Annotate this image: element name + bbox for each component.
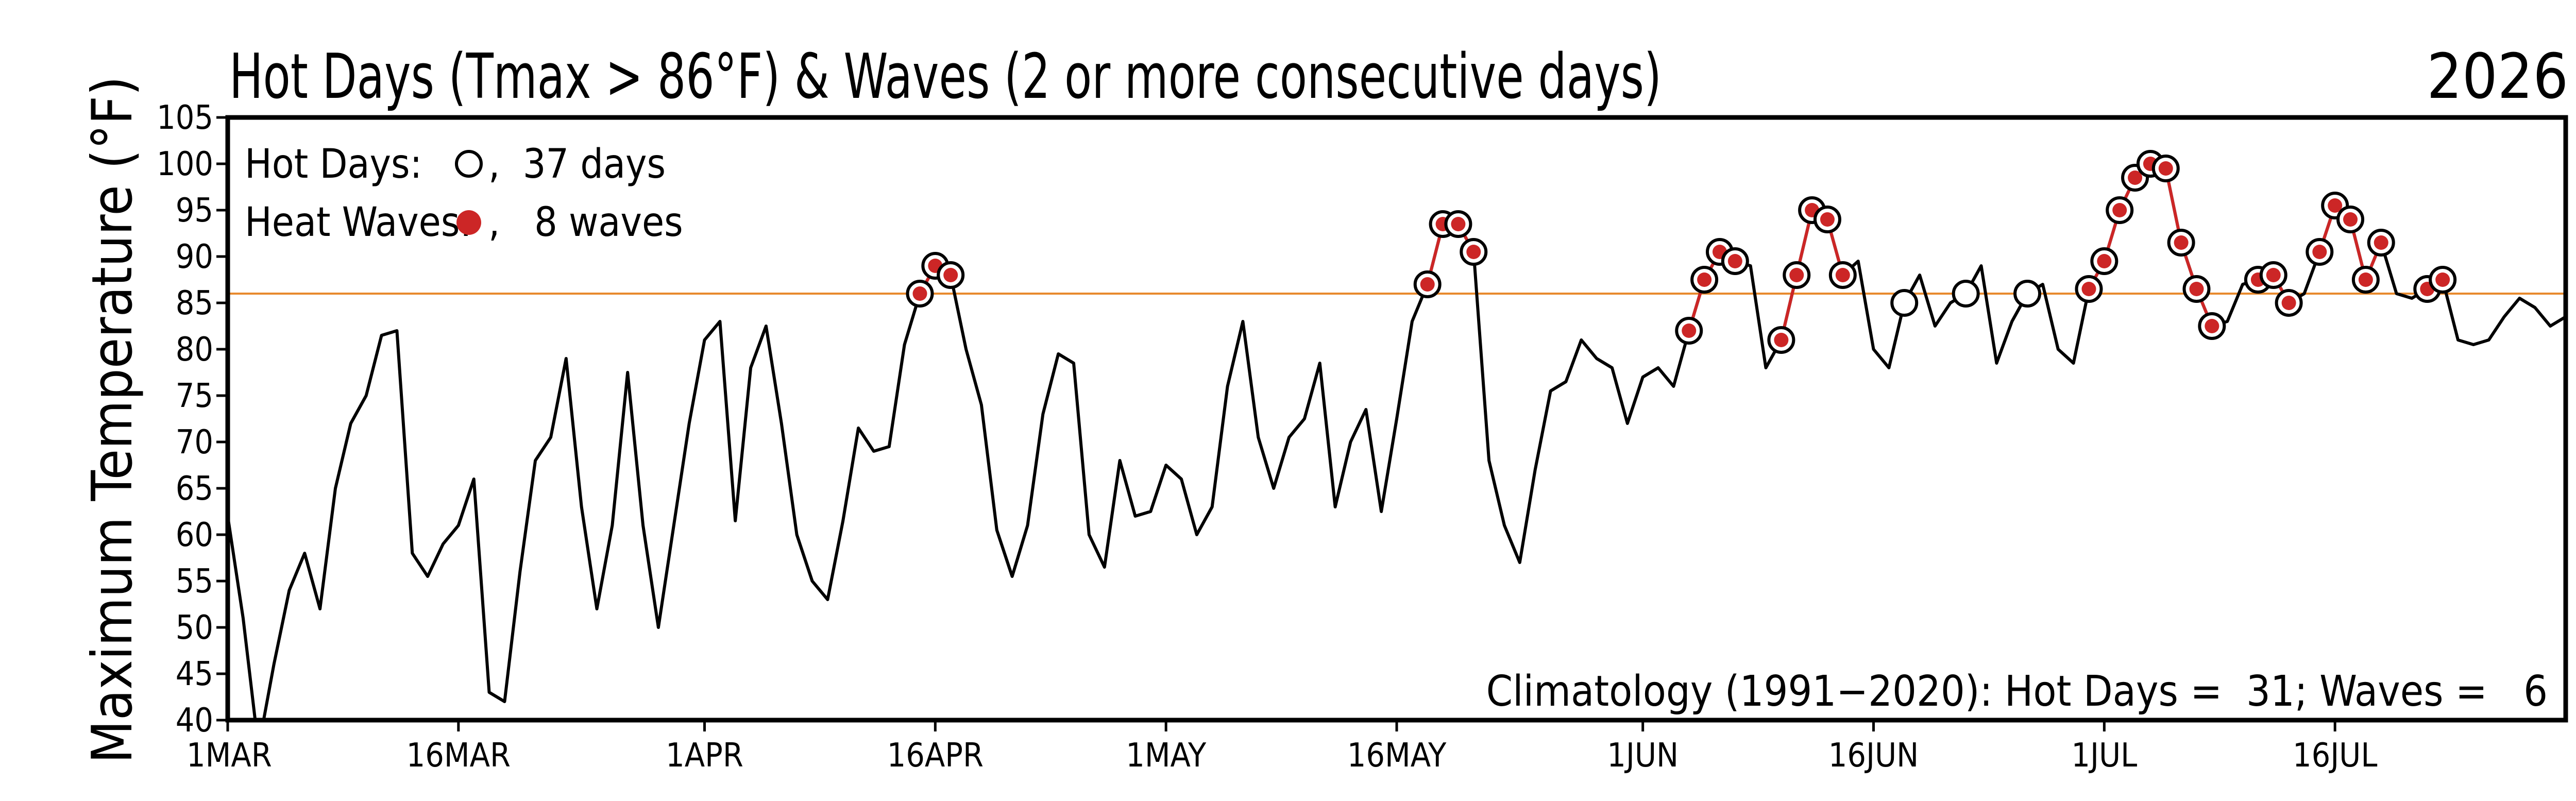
hot-day-marker: [2013, 280, 2042, 308]
climatology-annotation: Climatology (1991−2020): Hot Days = 31; …: [1486, 667, 2548, 716]
x-tick-label: 1JUN: [1607, 737, 1679, 775]
heat-wave-marker: [1451, 217, 1466, 231]
heat-wave-marker: [2312, 245, 2327, 259]
heat-wave-marker: [2205, 319, 2219, 333]
heat-wave-marker: [2097, 254, 2112, 268]
y-tick-label: 65: [176, 470, 213, 508]
heat-wave-marker: [2358, 272, 2373, 287]
y-tick-label: 85: [176, 284, 213, 322]
heat-wave-marker: [2189, 282, 2204, 296]
heat-wave-marker: [2343, 212, 2358, 227]
y-tick-label: 60: [176, 516, 213, 554]
legend-hot-days-label: Hot Days:: [245, 141, 422, 188]
heat-wave-marker: [1682, 323, 1697, 338]
legend-heat-waves-count: , 8 waves: [488, 199, 683, 246]
x-tick-label: 16JUN: [1828, 737, 1919, 775]
heat-wave-marker: [2081, 282, 2096, 296]
heat-wave-marker: [2374, 235, 2388, 250]
legend-heat-waves-label: Heat Waves:: [245, 199, 472, 246]
heat-wave-marker: [2281, 296, 2296, 310]
y-tick-label: 105: [157, 99, 213, 137]
heat-wave-marker: [1420, 277, 1435, 292]
heat-wave-marker: [2328, 198, 2343, 213]
x-tick-label: 16JUL: [2293, 737, 2377, 775]
x-tick-label: 1MAY: [1126, 737, 1207, 775]
chart-year: 2026: [2427, 41, 2568, 113]
legend: Hot Days: , 37 days Heat Waves: , 8 wave…: [245, 141, 683, 246]
heat-wave-marker: [2128, 171, 2143, 185]
x-tick-label: 16MAR: [406, 737, 511, 775]
heat-wave-marker: [2174, 235, 2189, 250]
y-tick-label: 50: [176, 609, 213, 647]
x-tick-label: 16APR: [887, 737, 984, 775]
y-tick-label: 40: [176, 702, 213, 740]
heat-wave-legend-marker: [456, 210, 481, 235]
heat-wave-marker: [1789, 268, 1804, 282]
tmax-series-line: [228, 162, 2566, 720]
heat-wave-marker: [2112, 203, 2127, 217]
heat-wave-marker: [1835, 268, 1850, 282]
y-axis-label: Maximum Temperature (°F): [80, 76, 145, 763]
plot-area: 40 45 50 55 60 65 70 75 80 85 90 95 100 105 1MAR 16MAR 1…: [157, 99, 2566, 775]
heat-wave-marker: [2158, 161, 2173, 176]
heat-wave-marker: [2266, 268, 2281, 282]
heat-wave-marker: [1774, 333, 1789, 347]
heat-wave-marker: [1727, 254, 1742, 268]
x-tick-label: 16MAY: [1347, 737, 1447, 775]
y-tick-label: 90: [176, 238, 213, 276]
y-tick-label: 95: [176, 192, 213, 230]
y-tick-label: 70: [176, 423, 213, 462]
x-tick-label: 1JUL: [2071, 737, 2137, 775]
heat-wave-marker: [1820, 212, 1835, 227]
y-tick-label: 55: [176, 563, 213, 601]
x-tick-label: 1MAR: [187, 737, 272, 775]
legend-hot-days-count: , 37 days: [488, 141, 666, 188]
hot-day-legend-marker: [455, 150, 483, 178]
heat-wave-marker: [1466, 245, 1481, 259]
hot-day-marker: [1890, 289, 1919, 317]
heat-wave-marker: [912, 286, 927, 301]
heat-wave-marker: [1697, 272, 1712, 287]
heat-wave-marker: [943, 268, 958, 282]
y-tick-label: 80: [176, 331, 213, 369]
hot-day-marker: [1952, 280, 1980, 308]
y-tick-label: 100: [157, 145, 213, 183]
chart-title: Hot Days (Tmax > 86°F) & Waves (2 or mor…: [229, 41, 1662, 113]
heat-wave-marker: [2435, 272, 2450, 287]
x-tick-label: 1APR: [666, 737, 743, 775]
y-tick-label: 75: [176, 377, 213, 415]
y-tick-label: 45: [176, 655, 213, 693]
plot-frame: [225, 115, 2568, 723]
